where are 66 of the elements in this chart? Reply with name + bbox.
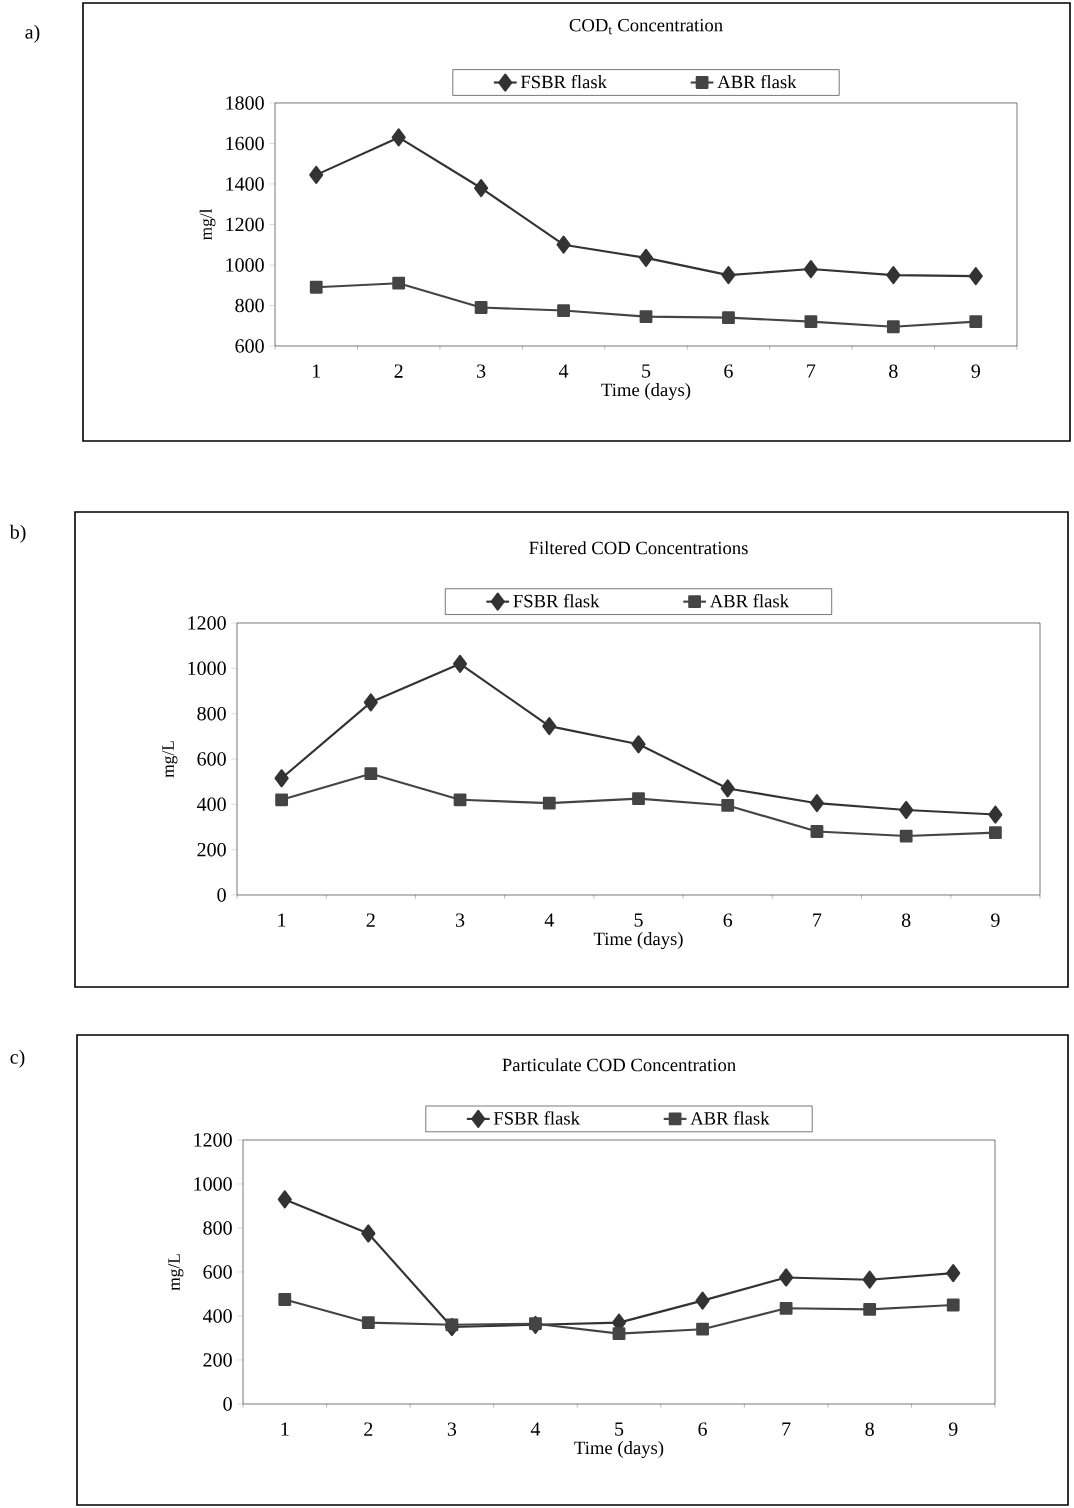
y-tick-label: 200 (203, 1353, 232, 1367)
y-tick-label: 600 (203, 1265, 232, 1279)
x-tick-label: 2 (366, 913, 375, 927)
y-tick-label: 200 (197, 842, 226, 857)
chart-title: Filtered COD Concentrations (529, 541, 748, 555)
x-tick-label: 6 (724, 364, 733, 378)
x-tick-label: 2 (364, 1422, 373, 1436)
y-tick-label: 1000 (226, 258, 264, 272)
x-tick-label: 8 (889, 364, 898, 378)
y-tick-label: 800 (235, 298, 264, 313)
x-tick-label: 3 (456, 913, 465, 927)
x-tick-label: 1 (312, 364, 321, 378)
x-tick-label: 2 (394, 364, 403, 378)
y-axis-title: mg/l (199, 208, 216, 241)
x-tick-label: 7 (813, 913, 822, 927)
y-tick-label: 1200 (194, 1133, 232, 1147)
text: b) (9, 524, 26, 543)
y-tick-label: 800 (203, 1221, 232, 1235)
x-tick-label: 5 (634, 913, 643, 927)
y-tick-label: 0 (223, 1397, 232, 1411)
legend-label: ABR flask (709, 594, 790, 608)
chart-title: COD$_{t}$ Concentration (569, 18, 723, 35)
y-tick-label: 600 (235, 339, 264, 353)
chart-title: Particulate COD Concentration (502, 1058, 736, 1072)
legend-label: FSBR flask (513, 594, 600, 608)
x-axis-title: Time (days) (574, 1441, 664, 1459)
y-tick-label: 600 (197, 752, 226, 766)
x-tick-label: 1 (281, 1422, 289, 1436)
y-axis-title: mg/L (168, 1254, 184, 1291)
y-axis-title: mg/L (162, 741, 178, 778)
legend-label: FSBR flask (493, 1111, 580, 1125)
x-tick-label: 4 (544, 913, 554, 927)
x-tick-label: 9 (971, 364, 980, 378)
y-tick-label: 1000 (188, 661, 226, 676)
x-tick-label: 9 (948, 1422, 958, 1436)
x-tick-label: 8 (865, 1422, 874, 1436)
legend-label: ABR flask (717, 74, 797, 89)
y-tick-label: 400 (197, 797, 226, 812)
x-tick-label: 1 (278, 913, 286, 927)
legend-label: ABR flask (690, 1111, 770, 1125)
x-tick-label: 8 (901, 913, 911, 927)
x-tick-label: 7 (807, 364, 816, 378)
y-tick-label: 800 (197, 706, 226, 721)
y-tick-label: 1000 (194, 1177, 232, 1191)
y-tick-label: 0 (217, 888, 226, 902)
text: a) (25, 24, 40, 43)
y-tick-label: 1200 (188, 616, 226, 630)
x-axis-title: Time (days) (601, 383, 691, 401)
y-tick-label: 1600 (226, 136, 264, 151)
y-tick-label: 1200 (226, 217, 264, 232)
x-tick-label: 6 (698, 1422, 707, 1436)
y-tick-label: 400 (203, 1309, 232, 1323)
x-tick-label: 6 (723, 913, 733, 927)
y-tick-label: 1400 (226, 177, 264, 191)
x-tick-label: 4 (530, 1422, 541, 1436)
x-tick-label: 5 (642, 364, 651, 378)
x-tick-label: 9 (991, 913, 1000, 927)
x-tick-label: 5 (615, 1422, 624, 1436)
x-tick-label: 7 (782, 1422, 791, 1436)
legend-label: FSBR flask (520, 74, 607, 89)
text: c) (10, 1049, 25, 1068)
x-tick-label: 4 (558, 364, 569, 378)
x-tick-label: 3 (447, 1422, 457, 1436)
x-tick-label: 3 (477, 364, 486, 378)
y-tick-label: 1800 (226, 96, 264, 110)
x-axis-title: Time (days) (593, 932, 683, 950)
